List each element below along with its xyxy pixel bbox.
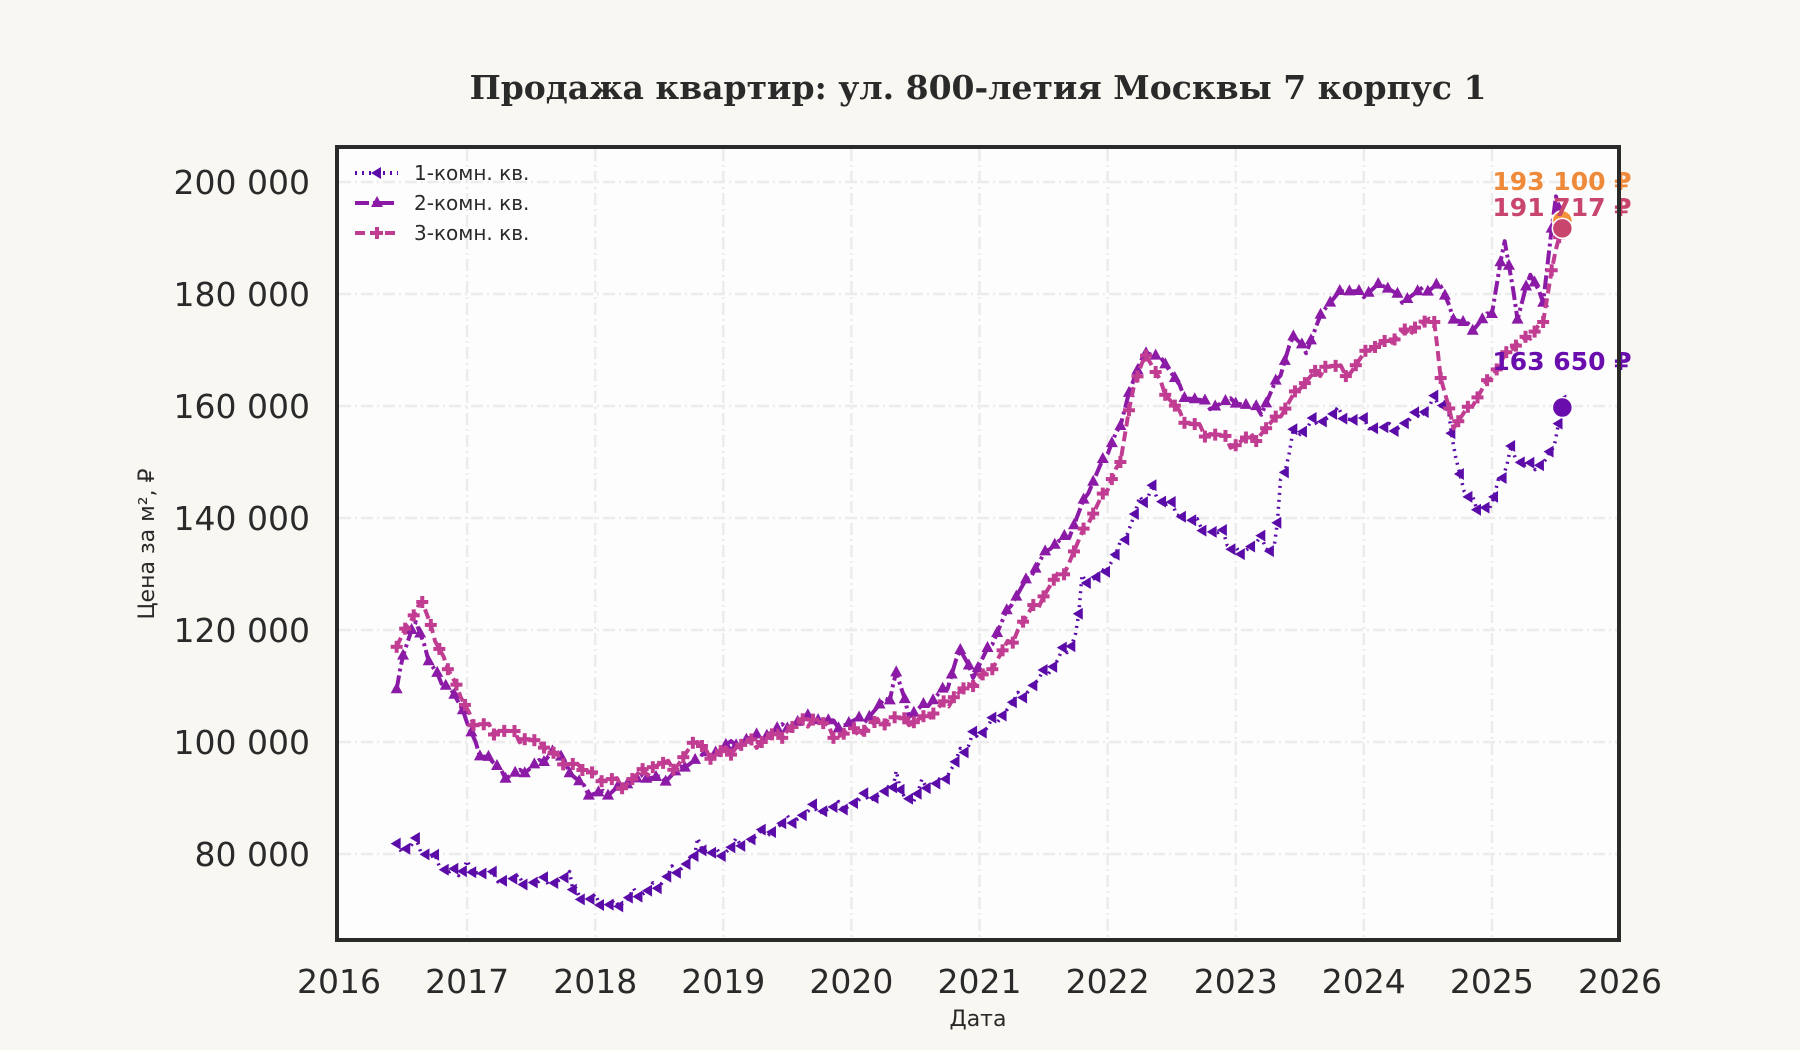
x-tick-label: 2026 [1578, 962, 1662, 1001]
legend-label: 2-комн. кв. [414, 191, 529, 215]
chart-title: Продажа квартир: ул. 800-летия Москвы 7 … [469, 68, 1487, 107]
x-tick-label: 2021 [938, 962, 1022, 1001]
series-markers [390, 389, 1567, 913]
y-tick-label: 80 000 [195, 835, 310, 874]
series-3-room [390, 227, 1566, 795]
y-tick-label: 160 000 [174, 387, 310, 426]
legend-label: 1-комн. кв. [414, 161, 529, 185]
legend-item-1-room: 1-комн. кв. [355, 161, 529, 185]
value-annotation: 163 650 ₽ [1492, 347, 1631, 376]
x-tick-label: 2024 [1322, 962, 1406, 1001]
annotations: 193 100 ₽191 717 ₽ 163 650 ₽ [1492, 167, 1632, 419]
series-markers [390, 231, 1566, 795]
x-tick-label: 2022 [1066, 962, 1150, 1001]
last-value-marker [1551, 217, 1574, 240]
legend-item-2-room: 2-комн. кв. [355, 191, 529, 215]
y-tick-label: 200 000 [174, 163, 310, 202]
x-tick-label: 2016 [297, 962, 381, 1001]
legend-label: 3-комн. кв. [414, 221, 529, 245]
legend: 1-комн. кв. 2-комн. кв. 3-комн. кв. [355, 161, 529, 245]
value-annotation: 191 717 ₽ [1492, 193, 1631, 222]
x-tick-label: 2020 [809, 962, 893, 1001]
series-line [394, 227, 1565, 791]
x-tick-label: 2025 [1450, 962, 1534, 1001]
x-tick-label: 2018 [553, 962, 637, 1001]
grid-lines [339, 149, 1617, 938]
y-tick-label: 140 000 [174, 499, 310, 538]
last-value-marker [1551, 396, 1574, 419]
legend-item-3-room: 3-комн. кв. [355, 221, 529, 245]
plot-area [337, 147, 1619, 940]
y-tick-label: 100 000 [174, 723, 310, 762]
x-axis-label: Дата [950, 1007, 1007, 1032]
x-tick-label: 2023 [1194, 962, 1278, 1001]
x-axis-ticks: 2016 2017 2018 2019 2020 2021 2022 2023 2024 2025… [297, 962, 1662, 1001]
x-tick-label: 2019 [681, 962, 765, 1001]
series-1-room [390, 389, 1567, 913]
y-axis-label: Цена за м², ₽ [135, 468, 160, 619]
y-axis-ticks: 80 000 100 000 120 000 140 000 160 000 180 00… [174, 163, 310, 874]
series-layer [390, 194, 1567, 913]
value-annotation: 193 100 ₽ [1492, 167, 1631, 196]
plot-frame [335, 145, 1621, 942]
y-tick-label: 180 000 [174, 275, 310, 314]
y-tick-label: 120 000 [174, 611, 310, 650]
x-tick-label: 2017 [425, 962, 509, 1001]
